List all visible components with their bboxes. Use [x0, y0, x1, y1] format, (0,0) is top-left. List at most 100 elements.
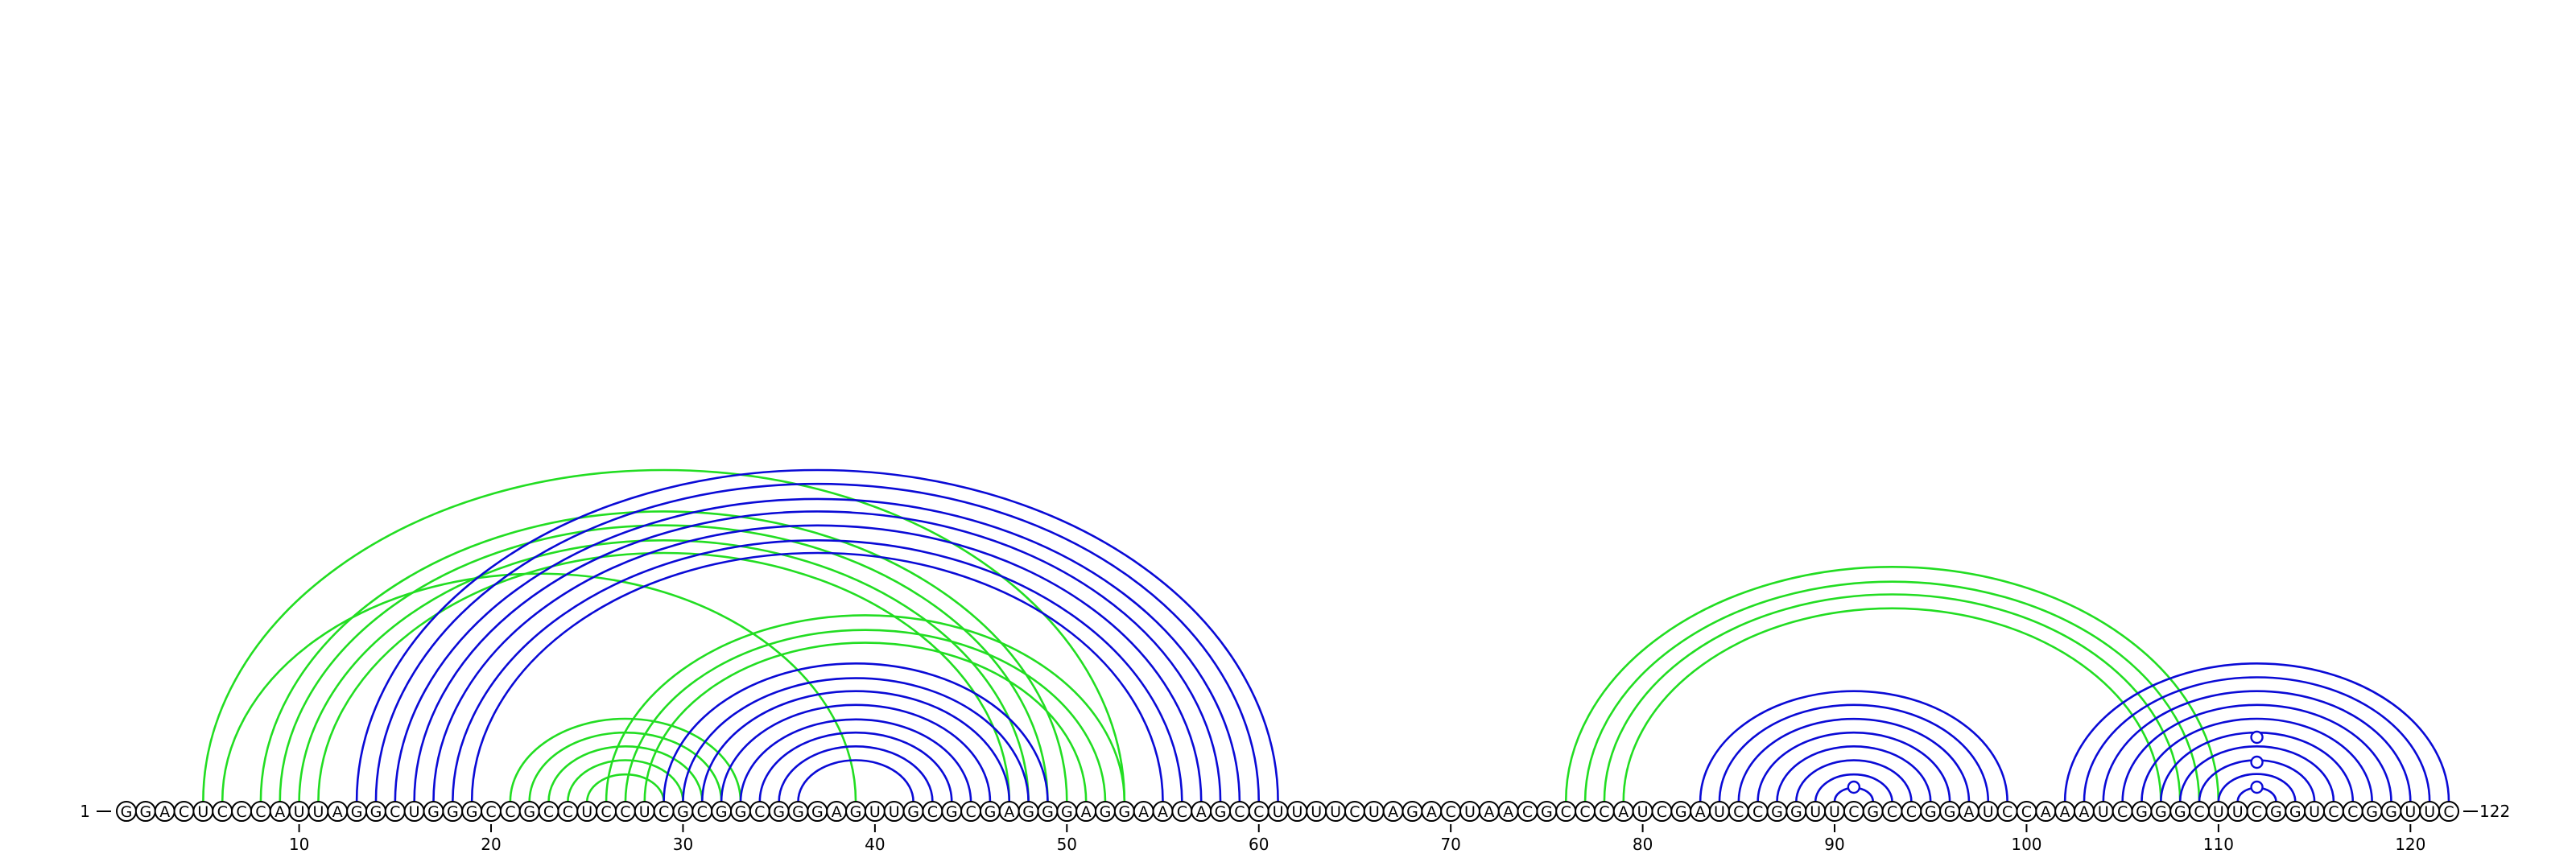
nucleotide-109: C: [2189, 801, 2211, 822]
base-pair-arc-13-61: [355, 468, 1279, 802]
nucleotide-16: U: [403, 801, 425, 822]
nucleotide-letter: U: [1464, 803, 1476, 821]
nucleotide-23: C: [538, 801, 559, 822]
nucleotide-69: A: [1421, 801, 1443, 822]
nucleotide-94: C: [1901, 801, 1922, 822]
loop-markers: [1847, 730, 2264, 794]
base-pair-arc-79-107: [1622, 607, 2162, 802]
nucleotide-letter: C: [505, 803, 515, 821]
nucleotide-letter: C: [390, 803, 400, 821]
nucleotide-letter: C: [1579, 803, 1590, 821]
nucleotide-116: C: [2322, 801, 2344, 822]
position-axis: 10 20 30 40 50 60 70 80 90 100 110 120: [289, 824, 2425, 854]
nucleotide-119: G: [2380, 801, 2402, 822]
tick-label-70: 70: [1440, 835, 1460, 854]
nucleotide-letter: A: [1004, 803, 1014, 821]
nucleotide-100: C: [2016, 801, 2037, 822]
nucleotide-87: G: [1766, 801, 1788, 822]
nucleotide-18: G: [442, 801, 464, 822]
nucleotide-72: A: [1478, 801, 1500, 822]
nucleotide-68: G: [1402, 801, 1423, 822]
base-pair-arc-14-60: [374, 482, 1261, 802]
base-pair-arc-27-52: [624, 629, 1107, 802]
nucleotide-70: C: [1440, 801, 1462, 822]
nucleotide-letter: U: [639, 803, 650, 821]
nucleotide-99: C: [1996, 801, 2018, 822]
nucleotide-letter: G: [985, 803, 997, 821]
nucleotide-26: C: [596, 801, 617, 822]
nucleotide-79: A: [1612, 801, 1634, 822]
nucleotide-111: U: [2227, 801, 2248, 822]
nucleotide-61: U: [1267, 801, 1289, 822]
base-pair-arc-5-53: [202, 468, 1126, 802]
nucleotide-letter: C: [601, 803, 611, 821]
nucleotide-115: U: [2304, 801, 2326, 822]
nucleotide-letter: C: [217, 803, 228, 821]
nucleotide-39: G: [845, 801, 867, 822]
base-pair-arc-23-31: [547, 745, 704, 802]
base-pair-arc-84-98: [1718, 703, 1990, 802]
nucleotide-letter: C: [1177, 803, 1187, 821]
nucleotide-51: A: [1075, 801, 1097, 822]
nucleotide-letter: U: [1273, 803, 1284, 821]
tick-label-110: 110: [2203, 835, 2234, 854]
nucleotide-27: C: [614, 801, 636, 822]
nucleotide-letter: C: [2328, 803, 2339, 821]
base-pair-arc-31-47: [700, 690, 1011, 802]
base-pair-arc-108-116: [2178, 745, 2335, 802]
nucleotide-80: U: [1632, 801, 1653, 822]
base-pair-arc-105-119: [2121, 703, 2392, 802]
nucleotide-122: C: [2438, 801, 2459, 822]
loop-marker-112-1: [2250, 780, 2264, 794]
nucleotide-13: G: [346, 801, 368, 822]
nucleotide-6: C: [212, 801, 233, 822]
nucleotide-letter: G: [1406, 803, 1418, 821]
base-pair-arc-83-99: [1699, 690, 2008, 802]
nucleotide-84: U: [1708, 801, 1730, 822]
nucleotide-48: G: [1018, 801, 1039, 822]
tick-label-50: 50: [1057, 835, 1077, 854]
nucleotide-34: C: [749, 801, 770, 822]
nucleotide-letter: G: [2136, 803, 2148, 821]
nucleotide-44: G: [941, 801, 963, 822]
nucleotide-letter: G: [1944, 803, 1956, 821]
base-pair-arc-8-50: [259, 510, 1068, 802]
nucleotide-107: G: [2150, 801, 2172, 822]
nucleotide-letter: C: [2252, 803, 2262, 821]
nucleotide-28: U: [634, 801, 655, 822]
base-pair-arc-32-46: [720, 703, 992, 802]
nucleotide-letter: U: [1829, 803, 1840, 821]
nucleotide-81: C: [1651, 801, 1673, 822]
nucleotide-103: A: [2073, 801, 2095, 822]
base-pair-arc-36-42: [797, 759, 914, 802]
nucleotide-49: G: [1037, 801, 1059, 822]
nucleotide-letter: C: [1522, 803, 1533, 821]
nucleotide-letter: U: [1368, 803, 1380, 821]
base-pair-arc-6-39: [221, 572, 857, 802]
nucleotide-letter: A: [332, 803, 343, 821]
base-pair-arc-104-120: [2102, 690, 2412, 802]
nucleotide-letter: C: [697, 803, 708, 821]
loop-marker-112-3: [2250, 730, 2264, 745]
nucleotide-75: G: [1536, 801, 1558, 822]
nucleotide-letter: U: [1311, 803, 1322, 821]
nucleotide-19: G: [461, 801, 483, 822]
nucleotide-letter: G: [1118, 803, 1130, 821]
nucleotide-46: G: [979, 801, 1001, 822]
nucleotide-letter: G: [139, 803, 151, 821]
base-pair-arc-19-55: [470, 551, 1164, 802]
base-pair-arc-76-110: [1564, 565, 2220, 802]
nucleotide-letter: G: [946, 803, 958, 821]
nucleotide-41: U: [883, 801, 905, 822]
nucleotide-letter: G: [370, 803, 382, 821]
nucleotide-letter: G: [907, 803, 919, 821]
nucleotide-9: A: [269, 801, 291, 822]
nucleotide-17: G: [423, 801, 444, 822]
nucleotide-60: C: [1248, 801, 1269, 822]
nucleotide-1: G: [116, 801, 137, 822]
nucleotide-letter: C: [754, 803, 765, 821]
nucleotide-letter: U: [294, 803, 305, 821]
nucleotide-letter: C: [1349, 803, 1360, 821]
nucleotide-letter: C: [620, 803, 630, 821]
